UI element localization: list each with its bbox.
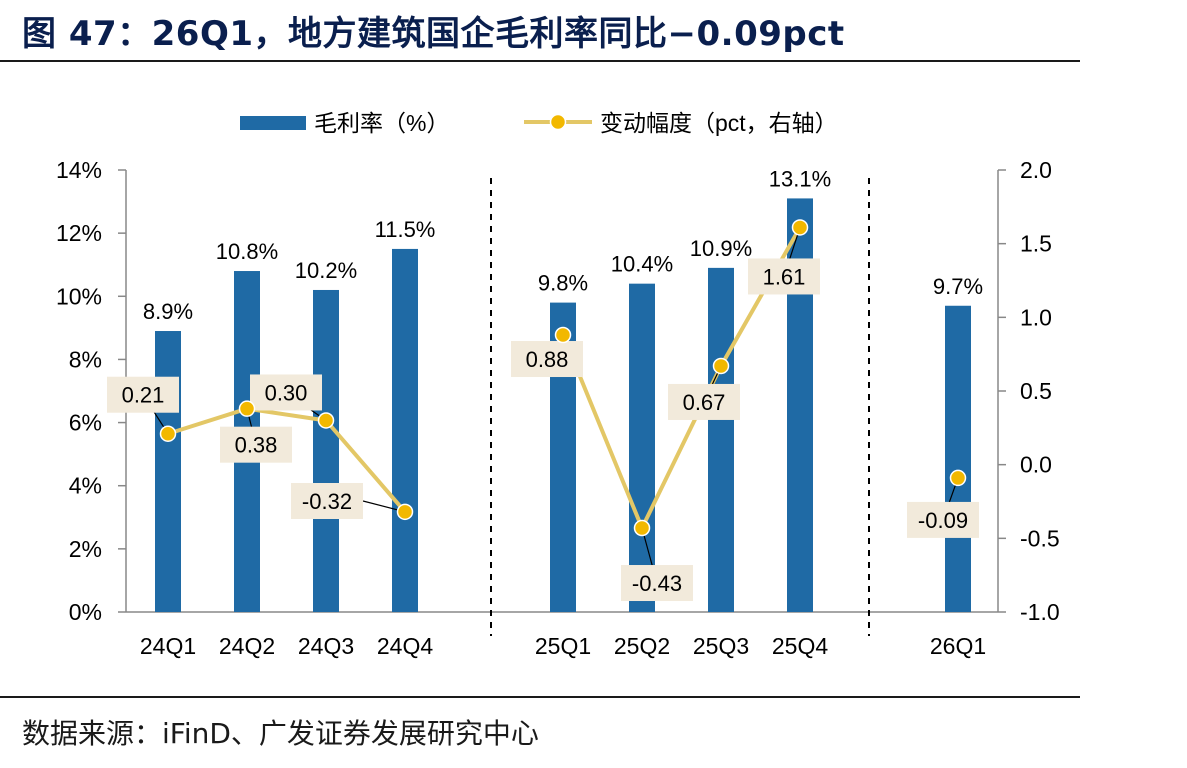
data-label-box [250, 374, 322, 411]
bar-24Q4 [392, 248, 418, 612]
change-value-label: 0.67 [683, 390, 726, 415]
x-axis-tick-label: 25Q3 [693, 633, 749, 659]
x-axis-tick-label: 24Q3 [298, 633, 354, 659]
right-axis-tick-label: 0.5 [1020, 378, 1052, 404]
left-axis-tick-label: 4% [69, 473, 102, 499]
left-axis-tick-label: 14% [56, 157, 102, 183]
change-point-25Q2 [633, 519, 651, 537]
source-divider [0, 696, 1080, 698]
x-axis-tick-label: 25Q1 [535, 633, 591, 659]
left-axis-tick-label: 10% [56, 283, 102, 309]
right-axis-tick-label: 2.0 [1020, 157, 1052, 183]
x-axis-tick-label: 25Q4 [772, 633, 828, 659]
data-label-box [907, 501, 979, 538]
data-label-box [220, 426, 292, 463]
change-line-segment [561, 226, 802, 533]
data-label-box [291, 483, 363, 519]
bar-26Q1 [945, 305, 971, 612]
x-axis-tick-label: 25Q2 [614, 633, 670, 659]
right-axis-tick-label: -1.0 [1020, 599, 1060, 625]
x-axis-tick-label: 24Q2 [219, 633, 275, 659]
right-axis-tick-label: 0.0 [1020, 452, 1052, 478]
right-axis-tick-label: 1.5 [1020, 231, 1052, 257]
change-point-25Q4 [791, 219, 809, 236]
change-point-24Q1 [159, 425, 177, 442]
bar-value-label: 9.7% [933, 274, 983, 299]
legend-bar-label: 毛利率（%） [314, 110, 449, 136]
left-axis-tick-label: 12% [56, 220, 102, 246]
legend-bar-swatch [240, 116, 306, 130]
change-point-25Q3 [712, 357, 730, 375]
change-value-label: 1.61 [763, 264, 806, 289]
change-value-label: -0.09 [918, 508, 968, 533]
change-point-24Q4 [396, 503, 414, 521]
bar-value-label: 10.8% [216, 239, 278, 264]
change-value-label: 0.30 [265, 380, 308, 405]
change-value-label: 0.38 [235, 433, 278, 458]
change-value-label: 0.88 [526, 347, 569, 372]
change-point-25Q1 [554, 326, 572, 344]
legend-line-label: 变动幅度（pct，右轴） [600, 110, 838, 136]
page-title: 图 47：26Q1，地方建筑国企毛利率同比−0.09pct [22, 14, 845, 54]
data-label-box [107, 376, 179, 413]
left-axis-tick-label: 8% [69, 346, 102, 372]
bar-25Q3 [708, 267, 734, 612]
change-value-label: 0.21 [122, 383, 165, 408]
bar-24Q3 [313, 289, 339, 612]
change-line-segment [167, 406, 407, 514]
title-divider [0, 60, 1080, 62]
legend-line-marker [549, 113, 567, 131]
bar-value-label: 11.5% [375, 217, 436, 242]
bar-value-label: 8.9% [143, 299, 193, 324]
right-axis-tick-label: 1.0 [1020, 304, 1052, 330]
source-note: 数据来源：iFinD、广发证券发展研究中心 [22, 717, 539, 750]
bar-25Q2 [629, 283, 655, 612]
data-label-box [511, 341, 583, 378]
bar-24Q1 [155, 331, 181, 612]
bar-value-label: 10.9% [690, 236, 752, 261]
data-label-box [621, 565, 693, 602]
x-axis-tick-label: 24Q1 [140, 633, 196, 659]
bar-value-label: 10.4% [611, 252, 673, 277]
data-label-box [668, 383, 740, 420]
right-axis-tick-label: -0.5 [1020, 525, 1060, 551]
change-value-label: -0.43 [632, 571, 682, 596]
bar-value-label: 10.2% [295, 258, 357, 283]
change-value-label: -0.32 [302, 489, 352, 514]
x-axis-tick-label: 26Q1 [930, 633, 986, 659]
change-point-24Q3 [317, 412, 335, 429]
left-axis-tick-label: 2% [69, 536, 102, 562]
change-point-24Q2 [238, 400, 256, 417]
x-axis-tick-label: 24Q4 [377, 633, 433, 659]
bar-value-label: 9.8% [538, 271, 588, 296]
bar-value-label: 13.1% [769, 166, 831, 191]
left-axis-tick-label: 6% [69, 410, 102, 436]
change-point-26Q1 [949, 469, 967, 487]
data-label-box [748, 258, 820, 295]
left-axis-tick-label: 0% [69, 599, 102, 625]
